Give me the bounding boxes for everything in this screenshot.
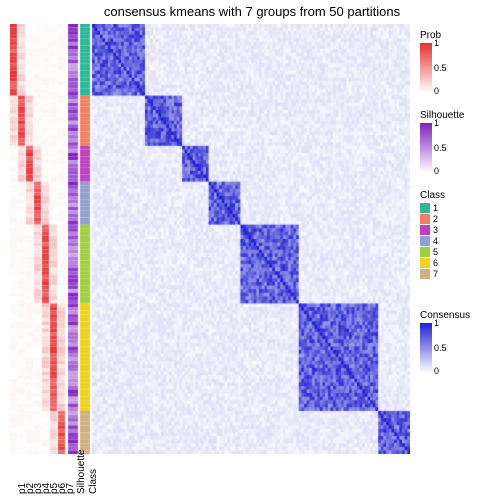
heatmap-canvas [10, 24, 410, 454]
legend-class-swatch [420, 214, 430, 224]
legend-class-swatch [420, 203, 430, 213]
legend-prob-title: Prob [420, 30, 500, 41]
plot-area [10, 24, 410, 454]
legend-class-label: 5 [433, 247, 438, 257]
legend-class-swatch [420, 236, 430, 246]
legend-class-item: 3 [420, 225, 500, 235]
legend-class-item: 1 [420, 203, 500, 213]
legend-silhouette-bar: 10.50 [420, 123, 432, 173]
legend-class-swatch [420, 258, 430, 268]
legend-prob: Prob 10.50 [420, 30, 500, 93]
legend-silhouette-title: Silhouette [420, 110, 500, 121]
legend-class-item: 4 [420, 236, 500, 246]
legend-class-label: 3 [433, 225, 438, 235]
legend-class-swatch [420, 247, 430, 257]
legend-class-label: 1 [433, 203, 438, 213]
legend-class-label: 6 [433, 258, 438, 268]
legend-class-item: 5 [420, 247, 500, 257]
legend-class-title: Class [420, 190, 500, 201]
legend-class: Class 1234567 [420, 190, 500, 280]
legend-class-swatch [420, 269, 430, 279]
col-label-class: Class [88, 469, 99, 494]
legend-class-item: 2 [420, 214, 500, 224]
legend-consensus-bar: 10.50 [420, 323, 432, 373]
col-label-silhouette: Silhouette [76, 450, 87, 494]
legend-class-label: 2 [433, 214, 438, 224]
legend-consensus: Consensus 10.50 [420, 310, 500, 373]
legend-class-swatch [420, 225, 430, 235]
legend-class-label: 7 [433, 269, 438, 279]
legend-prob-bar: 10.50 [420, 43, 432, 93]
page-title: consensus kmeans with 7 groups from 50 p… [0, 4, 504, 19]
legend-class-item: 7 [420, 269, 500, 279]
col-label-p7: p7 [65, 483, 76, 494]
legend-class-label: 4 [433, 236, 438, 246]
legend-class-item: 6 [420, 258, 500, 268]
legend-silhouette: Silhouette 10.50 [420, 110, 500, 173]
legend-consensus-title: Consensus [420, 310, 500, 321]
